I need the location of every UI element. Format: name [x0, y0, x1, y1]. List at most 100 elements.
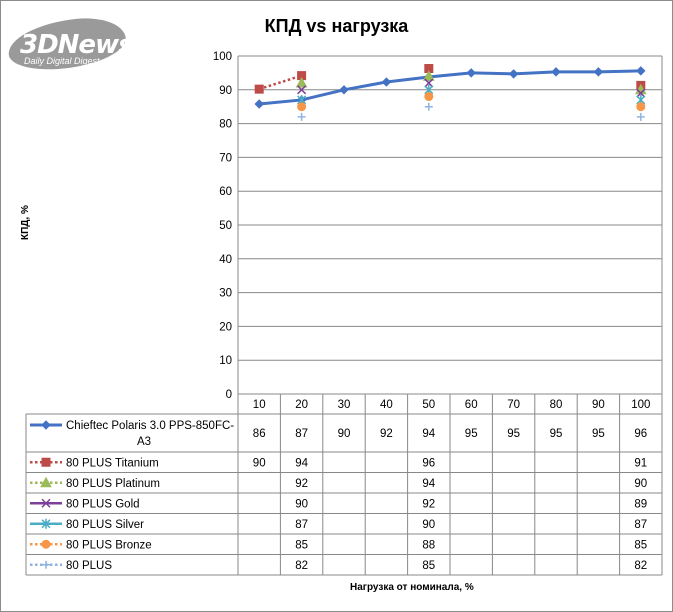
data-point-marker — [593, 67, 604, 77]
data-point-marker — [551, 67, 561, 77]
data-label: 85 — [634, 539, 647, 551]
legend-key-marker — [41, 539, 51, 549]
data-point-marker — [297, 85, 307, 95]
data-point-marker — [295, 77, 308, 88]
data-point-marker — [636, 112, 645, 121]
legend-key-marker — [41, 518, 51, 529]
data-label: 87 — [295, 519, 308, 531]
data-label: 82 — [295, 560, 308, 572]
y-tick-label: 20 — [219, 321, 232, 333]
series-line-segment — [301, 88, 345, 102]
data-label: 90 — [422, 519, 435, 531]
legend-entry-label: Chieftec Polaris 3.0 PPS-850FC- — [66, 420, 234, 432]
logo-brand: 3DNews — [20, 30, 134, 60]
legend-key-marker — [41, 457, 51, 467]
data-label: 90 — [253, 457, 266, 469]
data-label: 95 — [507, 428, 520, 440]
data-point-marker — [339, 85, 349, 95]
legend-entry-label: 80 PLUS Platinum — [66, 478, 160, 490]
logo-tagline: Daily Digital Digest — [24, 56, 100, 66]
data-label: 90 — [338, 428, 351, 440]
series-line-segment — [343, 80, 387, 92]
legend-entry-label: 80 PLUS Bronze — [66, 539, 152, 551]
y-tick-label: 60 — [219, 186, 232, 198]
legend-key-marker — [42, 560, 50, 569]
legend-entry-label: 80 PLUS Gold — [66, 498, 140, 510]
x-tick-label: 80 — [550, 399, 563, 411]
legend-entry-label: 80 PLUS Silver — [66, 519, 144, 531]
data-label: 95 — [465, 428, 478, 440]
y-tick-label: 100 — [213, 51, 232, 63]
x-axis-label: Нагрузка от номинала, % — [350, 582, 474, 593]
y-tick-label: 90 — [219, 85, 232, 97]
series-line-segment — [258, 74, 302, 91]
data-point-marker — [636, 88, 646, 98]
x-tick-label: 40 — [380, 399, 393, 411]
data-label: 85 — [422, 560, 435, 572]
data-label: 92 — [380, 428, 393, 440]
x-tick-label: 20 — [295, 399, 308, 411]
data-label: 87 — [634, 519, 647, 531]
data-label: 90 — [634, 478, 647, 490]
data-label: 89 — [634, 498, 647, 510]
data-point-marker — [508, 69, 519, 79]
y-tick-label: 80 — [219, 119, 232, 131]
y-tick-label: 0 — [226, 389, 232, 401]
legend-key-marker — [41, 498, 51, 508]
series-line-segment — [598, 69, 641, 74]
x-tick-label: 30 — [338, 399, 351, 411]
data-point-marker — [424, 78, 434, 88]
y-tick-label: 40 — [219, 254, 232, 266]
data-point-marker — [422, 70, 435, 81]
x-tick-label: 90 — [592, 399, 605, 411]
legend-key-marker — [40, 476, 52, 488]
data-label: 96 — [422, 457, 435, 469]
series-line-segment — [386, 75, 429, 84]
x-tick-label: 100 — [631, 399, 650, 411]
watermark-logo: 3DNews Daily Digital Digest — [5, 13, 134, 75]
data-point-marker — [381, 77, 392, 87]
data-point-marker — [254, 99, 264, 109]
y-tick-label: 70 — [219, 152, 232, 164]
data-label: 88 — [422, 539, 435, 551]
data-label: 94 — [422, 478, 435, 490]
data-point-marker — [254, 84, 264, 94]
series-line-segment — [259, 98, 302, 106]
legend-entry-label: 80 PLUS — [66, 560, 112, 572]
data-label: 94 — [295, 457, 308, 469]
legend-key-marker — [41, 420, 51, 430]
data-point-marker — [466, 68, 476, 78]
x-tick-label: 60 — [465, 399, 478, 411]
data-label: 94 — [422, 428, 435, 440]
y-tick-label: 50 — [219, 220, 232, 232]
series-line-segment — [471, 71, 514, 76]
data-label: 91 — [634, 457, 647, 469]
data-label: 90 — [295, 498, 308, 510]
data-point-marker — [297, 112, 306, 121]
chart-title: КПД vs нагрузка — [264, 16, 409, 36]
data-label: 82 — [634, 560, 647, 572]
series-line-segment — [428, 71, 472, 79]
data-point-marker — [424, 102, 433, 111]
data-label: 87 — [295, 428, 308, 440]
x-tick-label: 70 — [507, 399, 520, 411]
legend-entry-label-cont: A3 — [137, 436, 151, 448]
legend-entry-label: 80 PLUS Titanium — [66, 457, 159, 469]
data-point-marker — [636, 102, 646, 112]
series-line-segment — [513, 70, 557, 76]
data-label: 86 — [253, 428, 266, 440]
data-point-marker — [636, 66, 646, 76]
y-tick-label: 10 — [219, 355, 232, 367]
y-tick-label: 30 — [219, 288, 232, 300]
data-label: 92 — [422, 498, 435, 510]
data-label: 96 — [634, 428, 647, 440]
data-point-marker — [424, 92, 434, 102]
x-tick-label: 10 — [253, 399, 266, 411]
x-tick-label: 50 — [422, 399, 435, 411]
data-point-marker — [297, 102, 307, 112]
data-label: 95 — [550, 428, 563, 440]
data-label: 92 — [295, 478, 308, 490]
data-label: 95 — [592, 428, 605, 440]
data-label: 85 — [295, 539, 308, 551]
